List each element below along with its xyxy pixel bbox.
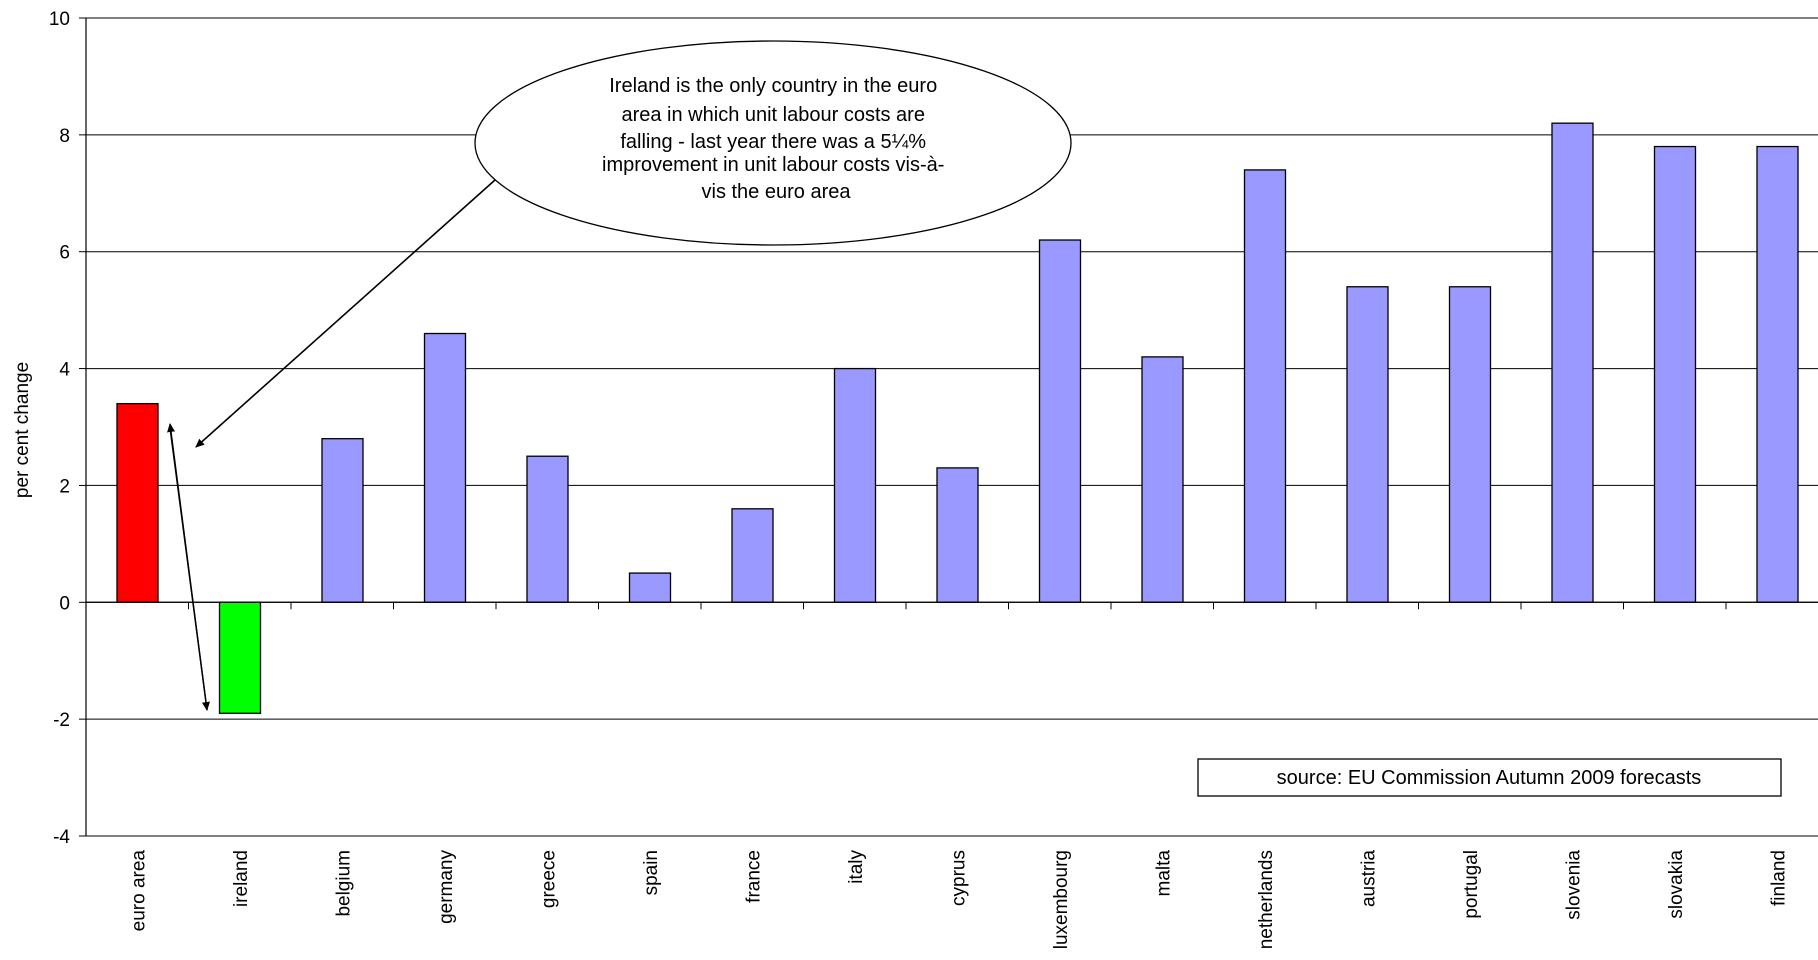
callout-arrow [195, 179, 496, 448]
bar-italy [833, 367, 877, 603]
bar-euro-area [116, 402, 159, 603]
x-category-label: austria [1359, 850, 1380, 907]
bar-slovenia [1551, 122, 1594, 603]
x-category-label: ireland [231, 850, 252, 907]
y-tick-label: -4 [53, 827, 70, 848]
x-category-label: slovenia [1564, 850, 1585, 920]
bar-spain [628, 572, 672, 603]
bar-portugal [1448, 286, 1492, 603]
x-category-label: spain [641, 850, 662, 895]
axes [85, 18, 1818, 836]
callout-annotation: Ireland is the only country in the euro … [167, 40, 1072, 711]
x-category-label: euro area [129, 850, 150, 932]
callout-line: vis the euro area [702, 181, 852, 203]
x-category-label: france [744, 850, 765, 903]
bar-belgium [321, 438, 364, 603]
difference-arrow-up [167, 423, 208, 711]
callout-text: Ireland is the only country in the euro … [602, 75, 950, 203]
bars [116, 122, 1799, 714]
x-axis-category-labels: euro area ireland belgium germany greece spai… [129, 850, 1790, 950]
x-category-label: malta [1154, 850, 1175, 897]
y-tick-label: 2 [59, 476, 70, 497]
y-axis-tick-labels: -4 -2 0 2 4 6 8 10 [49, 9, 71, 848]
source-text: source: EU Commission Autumn 2009 foreca… [1277, 767, 1702, 789]
y-tick-label: 6 [59, 243, 70, 264]
bar-austria [1346, 286, 1389, 603]
y-axis-title: per cent change [12, 362, 33, 498]
bar-germany [423, 332, 467, 603]
bar-france [731, 508, 774, 603]
bar-luxembourg [1038, 239, 1082, 603]
y-tick-label: -2 [53, 710, 70, 731]
y-tick-label: 8 [59, 126, 70, 147]
x-category-label: cyprus [949, 850, 970, 906]
bar-malta [1141, 356, 1184, 603]
x-category-label: finland [1769, 850, 1790, 906]
source-box: source: EU Commission Autumn 2009 foreca… [1197, 758, 1782, 797]
y-tick-label: 4 [59, 360, 70, 381]
y-tick-label: 10 [49, 9, 70, 30]
callout-line: Ireland is the only country in the euro [609, 75, 937, 97]
bar-cyprus [936, 467, 979, 603]
x-category-label: germany [436, 850, 457, 924]
bar-netherlands [1243, 169, 1287, 603]
callout-bubble [474, 40, 1072, 246]
bar-ireland [218, 601, 262, 714]
callout-line: falling - last year there was a 5¼% [620, 131, 926, 153]
bar-finland [1756, 145, 1799, 603]
x-category-label: portugal [1461, 850, 1482, 919]
x-category-label: luxembourg [1051, 850, 1072, 949]
callout-line: area in which unit labour costs are [621, 104, 925, 126]
x-category-label: belgium [334, 850, 355, 917]
bar-slovakia [1653, 145, 1697, 603]
callout-line: improvement in unit labour costs vis-à- [602, 154, 944, 176]
x-category-label: slovakia [1666, 850, 1687, 919]
bar-greece [526, 455, 569, 603]
x-category-label: greece [539, 850, 560, 908]
y-tick-label: 0 [59, 593, 70, 614]
x-category-label: netherlands [1256, 850, 1277, 949]
x-category-label: italy [846, 850, 867, 884]
